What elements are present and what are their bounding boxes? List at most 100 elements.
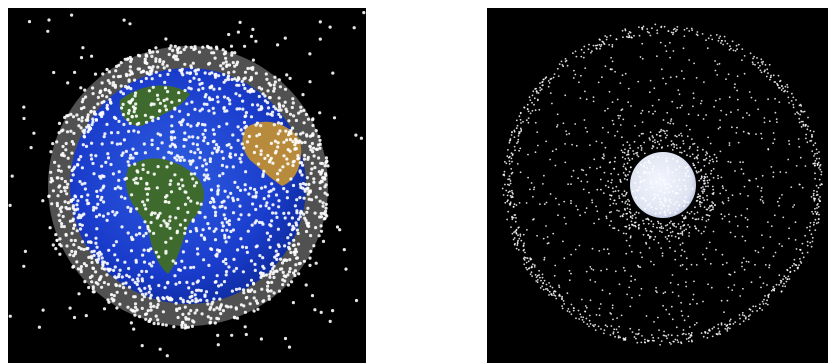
- debris-dot: [751, 310, 754, 313]
- debris-dot: [261, 299, 265, 303]
- debris-dot: [135, 122, 139, 126]
- debris-dot: [761, 300, 764, 303]
- debris-dot: [743, 72, 746, 75]
- debris-dot: [565, 59, 568, 62]
- debris-dot: [162, 98, 166, 103]
- debris-dot: [763, 121, 766, 124]
- debris-dot: [71, 173, 75, 177]
- debris-dot: [200, 122, 205, 127]
- debris-dot: [295, 198, 299, 202]
- debris-dot: [796, 111, 798, 114]
- debris-dot: [519, 147, 522, 150]
- debris-dot: [252, 150, 256, 155]
- debris-dot: [651, 186, 654, 189]
- debris-dot: [510, 226, 512, 229]
- debris-dot: [702, 179, 705, 182]
- debris-dot: [69, 112, 73, 116]
- debris-dot: [262, 197, 266, 201]
- debris-dot: [773, 214, 776, 217]
- debris-dot: [176, 51, 180, 55]
- debris-dot: [787, 158, 790, 161]
- debris-dot: [642, 196, 645, 199]
- debris-dot: [294, 118, 298, 123]
- debris-dot: [702, 197, 704, 199]
- debris-dot: [541, 273, 544, 276]
- debris-dot: [709, 159, 711, 162]
- debris-dot: [112, 268, 116, 272]
- debris-dot: [196, 121, 200, 126]
- debris-dot: [533, 97, 536, 100]
- debris-dot: [47, 194, 51, 198]
- debris-dot: [511, 189, 513, 192]
- debris-dot: [675, 326, 678, 329]
- debris-dot: [659, 130, 662, 133]
- debris-dot: [663, 197, 666, 200]
- debris-dot: [156, 165, 160, 169]
- debris-dot: [251, 27, 255, 31]
- debris-dot: [607, 180, 609, 183]
- debris-dot: [670, 144, 673, 146]
- debris-dot: [702, 186, 704, 188]
- debris-dot: [95, 245, 99, 249]
- debris-dot: [62, 225, 66, 229]
- debris-dot: [534, 151, 537, 154]
- debris-dot: [181, 250, 185, 254]
- debris-dot: [675, 144, 678, 146]
- debris-dot: [731, 194, 734, 197]
- debris-dot: [622, 232, 625, 235]
- debris-dot: [207, 263, 211, 267]
- debris-dot: [671, 291, 674, 294]
- debris-dot: [191, 319, 195, 323]
- debris-dot: [721, 217, 724, 220]
- debris-dot: [155, 50, 160, 54]
- debris-dot: [613, 160, 616, 163]
- debris-dot: [249, 278, 254, 282]
- debris-dot: [119, 186, 123, 190]
- debris-dot: [281, 165, 285, 169]
- debris-dot: [653, 196, 656, 199]
- debris-dot: [702, 159, 705, 161]
- debris-dot: [624, 194, 626, 197]
- debris-dot: [158, 101, 162, 105]
- debris-dot: [670, 220, 672, 223]
- debris-dot: [793, 258, 796, 261]
- earth: [630, 152, 696, 218]
- debris-dot: [153, 211, 157, 215]
- debris-dot: [655, 180, 658, 183]
- debris-dot: [305, 210, 309, 214]
- debris-dot: [635, 337, 637, 340]
- debris-dot: [556, 124, 559, 126]
- debris-dot: [322, 217, 326, 221]
- debris-dot: [720, 213, 723, 216]
- debris-dot: [623, 151, 626, 154]
- debris-dot: [694, 206, 696, 209]
- debris-dot: [659, 222, 662, 225]
- debris-dot: [518, 149, 520, 152]
- debris-dot: [185, 71, 189, 75]
- debris-dot: [783, 282, 785, 285]
- debris-dot: [676, 208, 679, 211]
- debris-dot: [178, 223, 183, 227]
- debris-dot: [618, 283, 621, 286]
- debris-dot: [747, 315, 750, 318]
- debris-dot: [634, 221, 637, 224]
- debris-dot: [293, 273, 297, 278]
- debris-dot: [634, 125, 636, 127]
- debris-dot: [290, 105, 294, 110]
- debris-dot: [757, 61, 759, 64]
- debris-dot: [679, 188, 682, 191]
- debris-dot: [283, 87, 288, 91]
- debris-dot: [703, 230, 705, 233]
- debris-dot: [161, 296, 165, 300]
- debris-dot: [621, 29, 624, 32]
- debris-dot: [670, 305, 673, 308]
- debris-dot: [150, 138, 154, 142]
- debris-dot: [819, 168, 822, 171]
- debris-dot: [786, 90, 789, 93]
- debris-dot: [47, 18, 51, 22]
- debris-dot: [529, 188, 531, 191]
- debris-dot: [784, 85, 787, 88]
- debris-dot: [100, 81, 104, 85]
- debris-dot: [680, 310, 683, 312]
- debris-dot: [60, 129, 64, 133]
